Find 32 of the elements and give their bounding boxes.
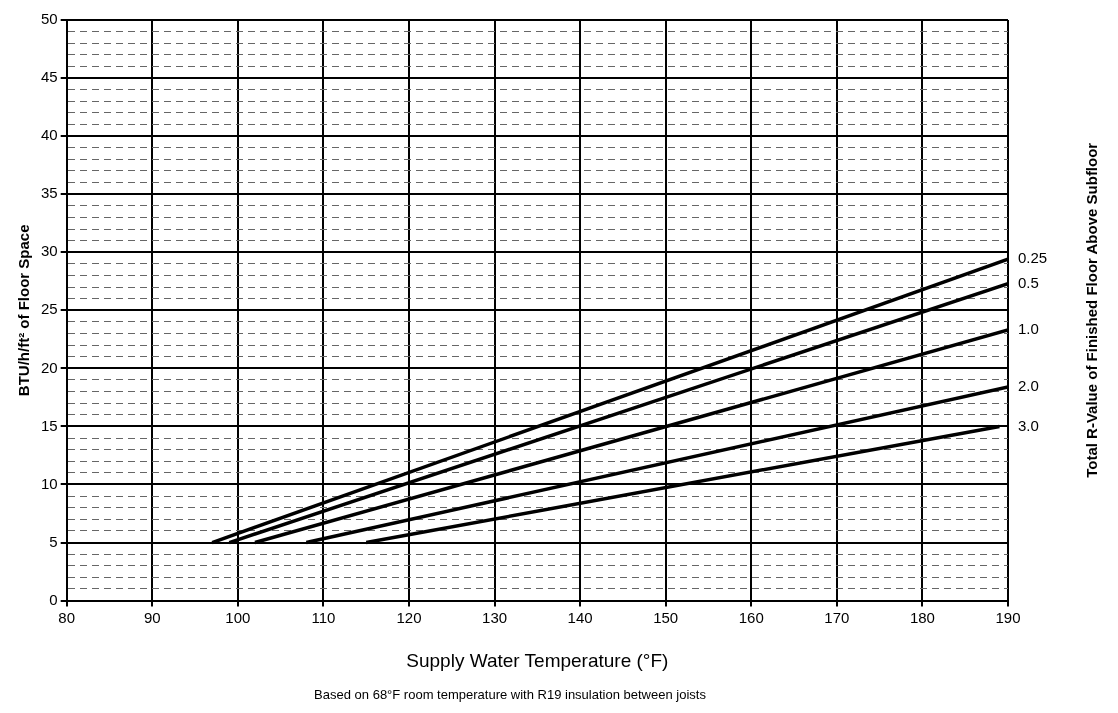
x-tick-label: 90 (143, 608, 161, 626)
y2-axis-title: Total R-Value of Finished Floor Above Subfloor (1083, 142, 1101, 478)
x-tick-label: 190 (995, 608, 1021, 626)
y-tick-label: 0 (49, 590, 58, 608)
y-tick-label: 40 (41, 126, 58, 144)
x-axis-title: Supply Water Temperature (°F) (406, 650, 669, 672)
x-tick-label: 150 (653, 608, 679, 626)
x-tick-label: 140 (567, 608, 593, 626)
series-label: 2.0 (1018, 377, 1039, 395)
x-tick-label: 130 (482, 608, 508, 626)
y-tick-label: 25 (41, 300, 58, 318)
series-label: 0.5 (1018, 273, 1039, 291)
y-tick-label: 45 (41, 68, 58, 86)
y-tick-label: 5 (49, 532, 58, 550)
x-tick-label: 180 (909, 608, 935, 626)
series-label: 1.0 (1018, 320, 1039, 338)
text: Based on 68°F room temperature with R19 insulation between joists (314, 686, 707, 702)
y-tick-label: 50 (41, 10, 58, 28)
x-tick-label: 100 (225, 608, 251, 626)
y-tick-label: 10 (41, 474, 58, 492)
x-tick-label: 80 (58, 608, 76, 626)
y-tick-label: 35 (41, 184, 58, 202)
x-tick-label: 110 (311, 608, 336, 626)
y-tick-label: 30 (41, 242, 58, 260)
x-tick-label: 120 (396, 608, 422, 626)
y-axis-title: BTU/h/ft² of Floor Space (15, 224, 33, 397)
x-tick-label: 160 (738, 608, 764, 626)
y-tick-label: 15 (41, 416, 58, 434)
series-label: 0.25 (1018, 249, 1048, 267)
x-tick-label: 170 (824, 608, 850, 626)
series-label: 3.0 (1018, 416, 1039, 434)
y-tick-label: 20 (41, 358, 58, 376)
